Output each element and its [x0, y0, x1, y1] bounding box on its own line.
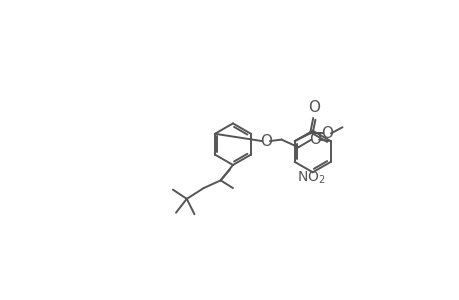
- Text: O: O: [320, 126, 332, 141]
- Text: O: O: [259, 134, 271, 148]
- Text: O: O: [309, 132, 321, 147]
- Text: O: O: [308, 100, 319, 115]
- Text: NO$_2$: NO$_2$: [297, 169, 325, 186]
